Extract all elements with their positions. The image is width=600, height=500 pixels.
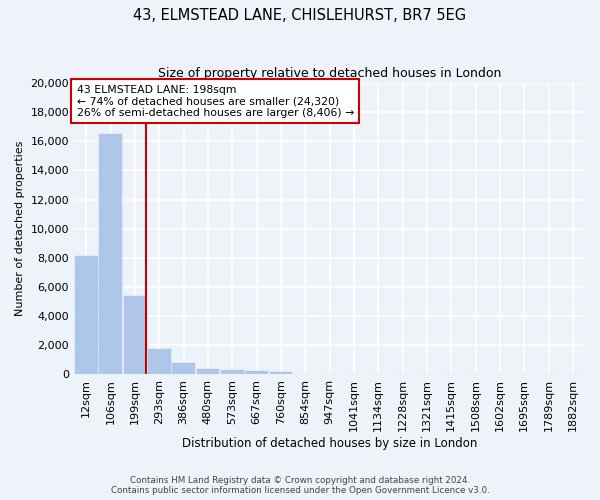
Title: Size of property relative to detached houses in London: Size of property relative to detached ho…: [158, 68, 501, 80]
Bar: [197, 370, 219, 374]
X-axis label: Distribution of detached houses by size in London: Distribution of detached houses by size …: [182, 437, 477, 450]
Bar: [221, 370, 244, 374]
Bar: [75, 256, 98, 374]
Bar: [148, 349, 170, 374]
Bar: [245, 371, 268, 374]
Y-axis label: Number of detached properties: Number of detached properties: [15, 141, 25, 316]
Bar: [124, 296, 146, 374]
Bar: [99, 134, 122, 374]
Text: 43, ELMSTEAD LANE, CHISLEHURST, BR7 5EG: 43, ELMSTEAD LANE, CHISLEHURST, BR7 5EG: [133, 8, 467, 22]
Bar: [269, 372, 292, 374]
Bar: [172, 363, 195, 374]
Text: 43 ELMSTEAD LANE: 198sqm
← 74% of detached houses are smaller (24,320)
26% of se: 43 ELMSTEAD LANE: 198sqm ← 74% of detach…: [77, 84, 354, 117]
Text: Contains HM Land Registry data © Crown copyright and database right 2024.
Contai: Contains HM Land Registry data © Crown c…: [110, 476, 490, 495]
